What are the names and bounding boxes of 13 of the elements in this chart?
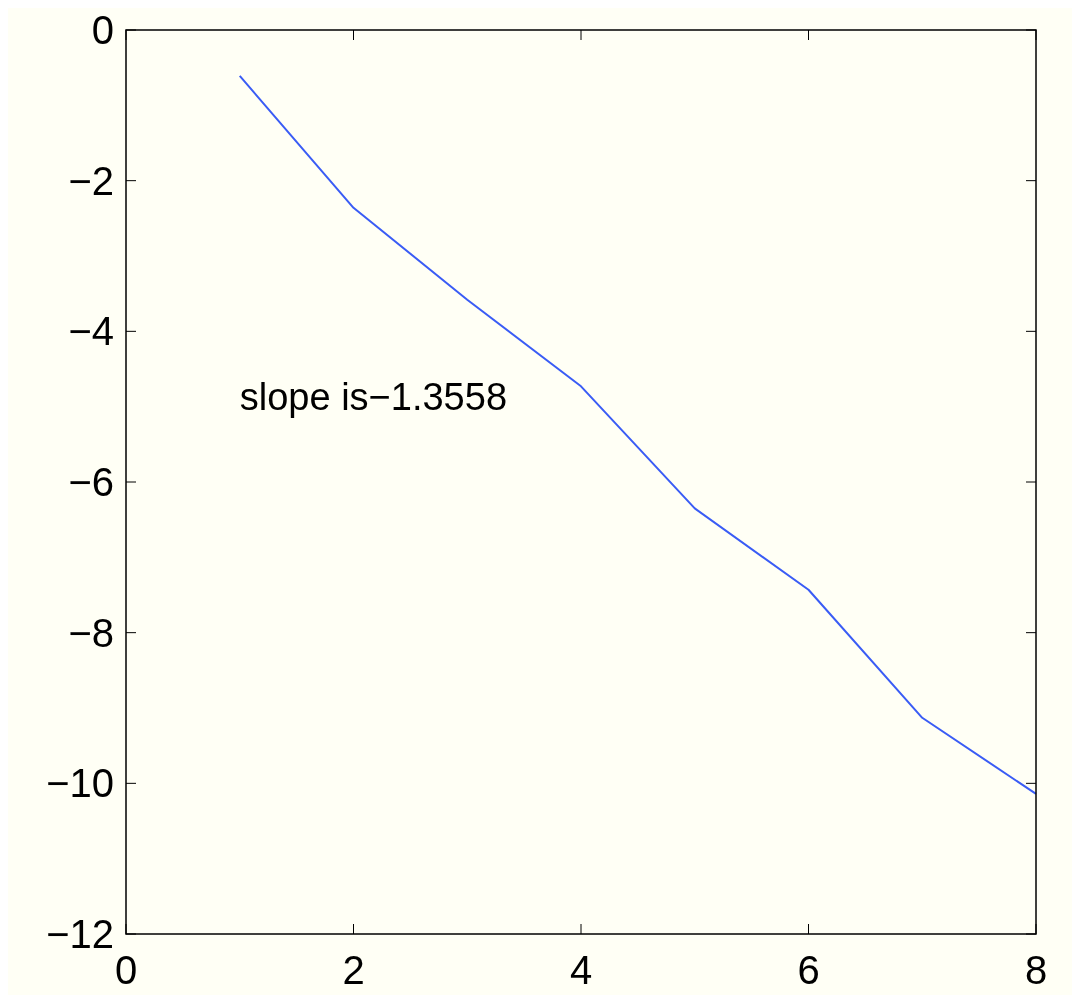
y-tick-label: −8 (68, 610, 114, 655)
x-tick-label: 4 (569, 948, 593, 992)
line-series (238, 74, 1037, 795)
x-tick-label: 8 (1024, 948, 1048, 992)
y-tick-label: −2 (68, 158, 114, 203)
y-tick-label: −6 (68, 460, 114, 504)
y-tick-label: −4 (68, 309, 114, 354)
y-tick-label: −10 (46, 761, 114, 806)
annotation: slope is−1.3558 (239, 375, 508, 418)
y-tick-label: 0 (91, 8, 114, 52)
x-tick-label: 6 (797, 948, 820, 992)
y-tick-label: −12 (46, 912, 114, 956)
x-tick-label: 2 (342, 948, 365, 992)
